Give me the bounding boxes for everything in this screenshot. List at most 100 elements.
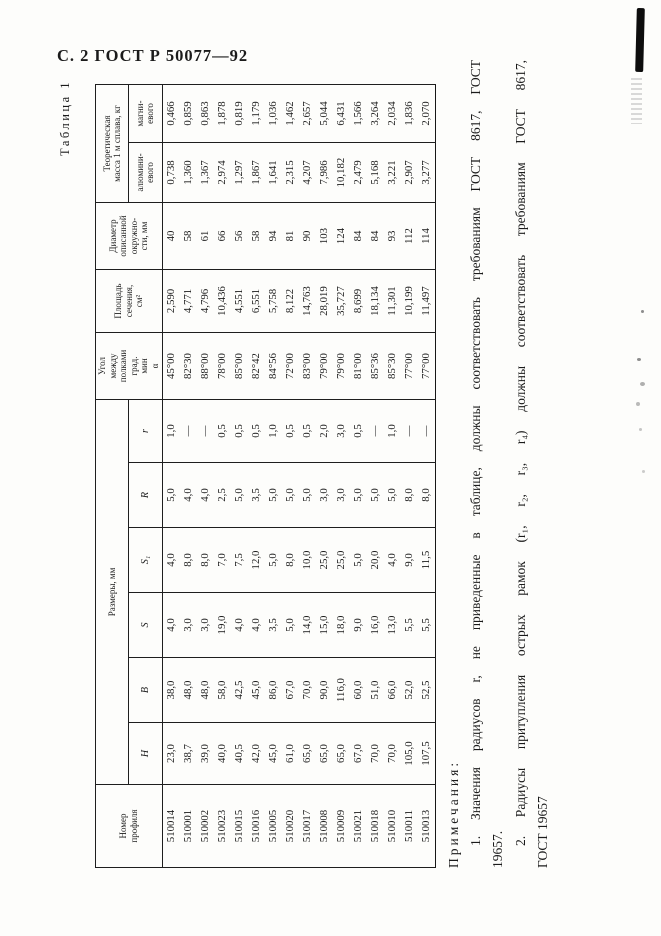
table-cell: 48,0 — [179, 657, 197, 723]
table-cell: 58 — [247, 202, 265, 270]
col-header-mass-aluminium: алюмини- евого — [128, 142, 163, 203]
scan-artifact-speck — [636, 402, 640, 406]
table-cell: 1,641 — [264, 142, 282, 203]
table-cell: — — [179, 399, 197, 463]
table-cell: 90,0 — [315, 657, 333, 723]
table-cell: 70,0 — [298, 657, 316, 723]
table-cell: 81 — [281, 202, 299, 270]
table-cell: 4,0 — [162, 527, 180, 593]
table-cell: 0,5 — [281, 399, 299, 463]
table-row: 510018 70,0 51,0 16,0 20,0 5,0—85°36 18,134 84 5… — [366, 84, 384, 868]
table-row: 510008 65,0 90,0 15,0 25,0 3,0 2,0 79°00 28,019 1… — [315, 84, 333, 868]
table-cell: 42,5 — [230, 657, 248, 723]
table-cell: 14,763 — [298, 269, 316, 333]
table-cell: 5,0 — [264, 527, 282, 593]
table-cell: 510020 — [281, 784, 299, 868]
table-row: 510002 39,0 48,0 3,0 8,0 4,0—88°00 4,796 61 1,36… — [196, 84, 214, 868]
table-cell: 8,0 — [179, 527, 197, 593]
table-cell: — — [366, 399, 384, 463]
table-cell: 0,5 — [298, 399, 316, 463]
table-cell: 114 — [417, 202, 436, 270]
table-cell: 510013 — [417, 784, 436, 868]
table-cell: 8,699 — [349, 269, 367, 333]
table-cell: 11,301 — [383, 269, 401, 333]
table-cell: 4,771 — [179, 269, 197, 333]
table-cell: 3,0 — [315, 462, 333, 528]
table-cell: 510002 — [196, 784, 214, 868]
table-cell: 2,657 — [298, 84, 316, 143]
table-cell: 3,221 — [383, 142, 401, 203]
scan-artifact-speck — [637, 358, 641, 361]
table-cell: 1,878 — [213, 84, 231, 143]
table-cell: 10,182 — [332, 142, 350, 203]
table-cell: 124 — [332, 202, 350, 270]
table-cell: 510018 — [366, 784, 384, 868]
scan-artifact-bar — [635, 7, 645, 73]
table-cell: 13,0 — [383, 592, 401, 658]
table-cell: 79°00 — [332, 332, 350, 400]
table-cell: 5,5 — [400, 592, 418, 658]
table-cell: 93 — [383, 202, 401, 270]
table-cell: 5,0 — [349, 527, 367, 593]
table-cell: 0,466 — [162, 84, 180, 143]
table-cell: 4,0 — [383, 527, 401, 593]
col-header-dimensions-group: Размеры, мм — [95, 399, 129, 785]
table-cell: 116,0 — [332, 657, 350, 723]
col-header-S1: S₁ — [128, 527, 163, 593]
table-cell: 5,0 — [349, 462, 367, 528]
table-row: 510001 38,7 48,0 3,0 8,0 4,0—82°30 4,771 58 1,36… — [179, 84, 197, 868]
table-cell: 39,0 — [196, 722, 214, 785]
table-cell: 1,036 — [264, 84, 282, 143]
table-cell: 510023 — [213, 784, 231, 868]
table-cell: 3,264 — [366, 84, 384, 143]
table-cell: 70,0 — [366, 722, 384, 785]
table-cell: 510008 — [315, 784, 333, 868]
table-cell: 4,0 — [230, 592, 248, 658]
notes-block: Примечания: 1. Значения радиусов r, не п… — [443, 60, 555, 868]
table-cell: 60,0 — [349, 657, 367, 723]
table-cell: 1,0 — [264, 399, 282, 463]
table-cell: 5,044 — [315, 84, 333, 143]
table-cell: 8,0 — [417, 462, 436, 528]
col-header-H: H — [128, 722, 163, 785]
table-body: 510014 23,0 38,0 4,0 4,0 5,0 1,0 45°00 2,590 40 0,… — [162, 84, 436, 868]
table-cell: 510017 — [298, 784, 316, 868]
col-header-B: B — [128, 657, 163, 723]
table-cell: 94 — [264, 202, 282, 270]
table-cell: 6,431 — [332, 84, 350, 143]
table-cell: 1,0 — [383, 399, 401, 463]
table-cell: 3,0 — [179, 592, 197, 658]
table-cell: 5,0 — [281, 592, 299, 658]
table-cell: 5,0 — [298, 462, 316, 528]
table-cell: 2,070 — [417, 84, 436, 143]
table-cell: 56 — [230, 202, 248, 270]
table-cell: 82°30 — [179, 332, 197, 400]
table-cell: 67,0 — [349, 722, 367, 785]
table-cell: 105,0 — [400, 722, 418, 785]
col-header-profile-number: Номер профиля — [95, 784, 163, 868]
scan-artifact-smudge — [631, 78, 642, 124]
notes-lines: 1. Значения радиусов r, не приведенные в… — [465, 60, 555, 868]
table-cell: 45°00 — [162, 332, 180, 400]
profiles-table: Номер профиля Размеры, мм Угол между пол… — [95, 84, 436, 868]
table-cell: 2,315 — [281, 142, 299, 203]
table-cell: 25,0 — [315, 527, 333, 593]
table-cell: 52,5 — [417, 657, 436, 723]
table-cell: 16,0 — [366, 592, 384, 658]
table-cell: 510001 — [179, 784, 197, 868]
table-cell: 38,7 — [179, 722, 197, 785]
table-cell: 5,0 — [162, 462, 180, 528]
table-cell: 103 — [315, 202, 333, 270]
table-cell: 51,0 — [366, 657, 384, 723]
table-cell: 112 — [400, 202, 418, 270]
table-cell: 65,0 — [332, 722, 350, 785]
table-row: 510005 45,0 86,0 3,5 5,0 5,0 1,0 84°56 5,758 94 1,… — [264, 84, 282, 868]
table-cell: 3,5 — [247, 462, 265, 528]
table-cell: 2,907 — [400, 142, 418, 203]
table-cell: 11,5 — [417, 527, 436, 593]
table-cell: 65,0 — [315, 722, 333, 785]
table-cell: 45,0 — [247, 657, 265, 723]
table-cell: — — [417, 399, 436, 463]
table-cell: 1,462 — [281, 84, 299, 143]
table-cell: 85°36 — [366, 332, 384, 400]
